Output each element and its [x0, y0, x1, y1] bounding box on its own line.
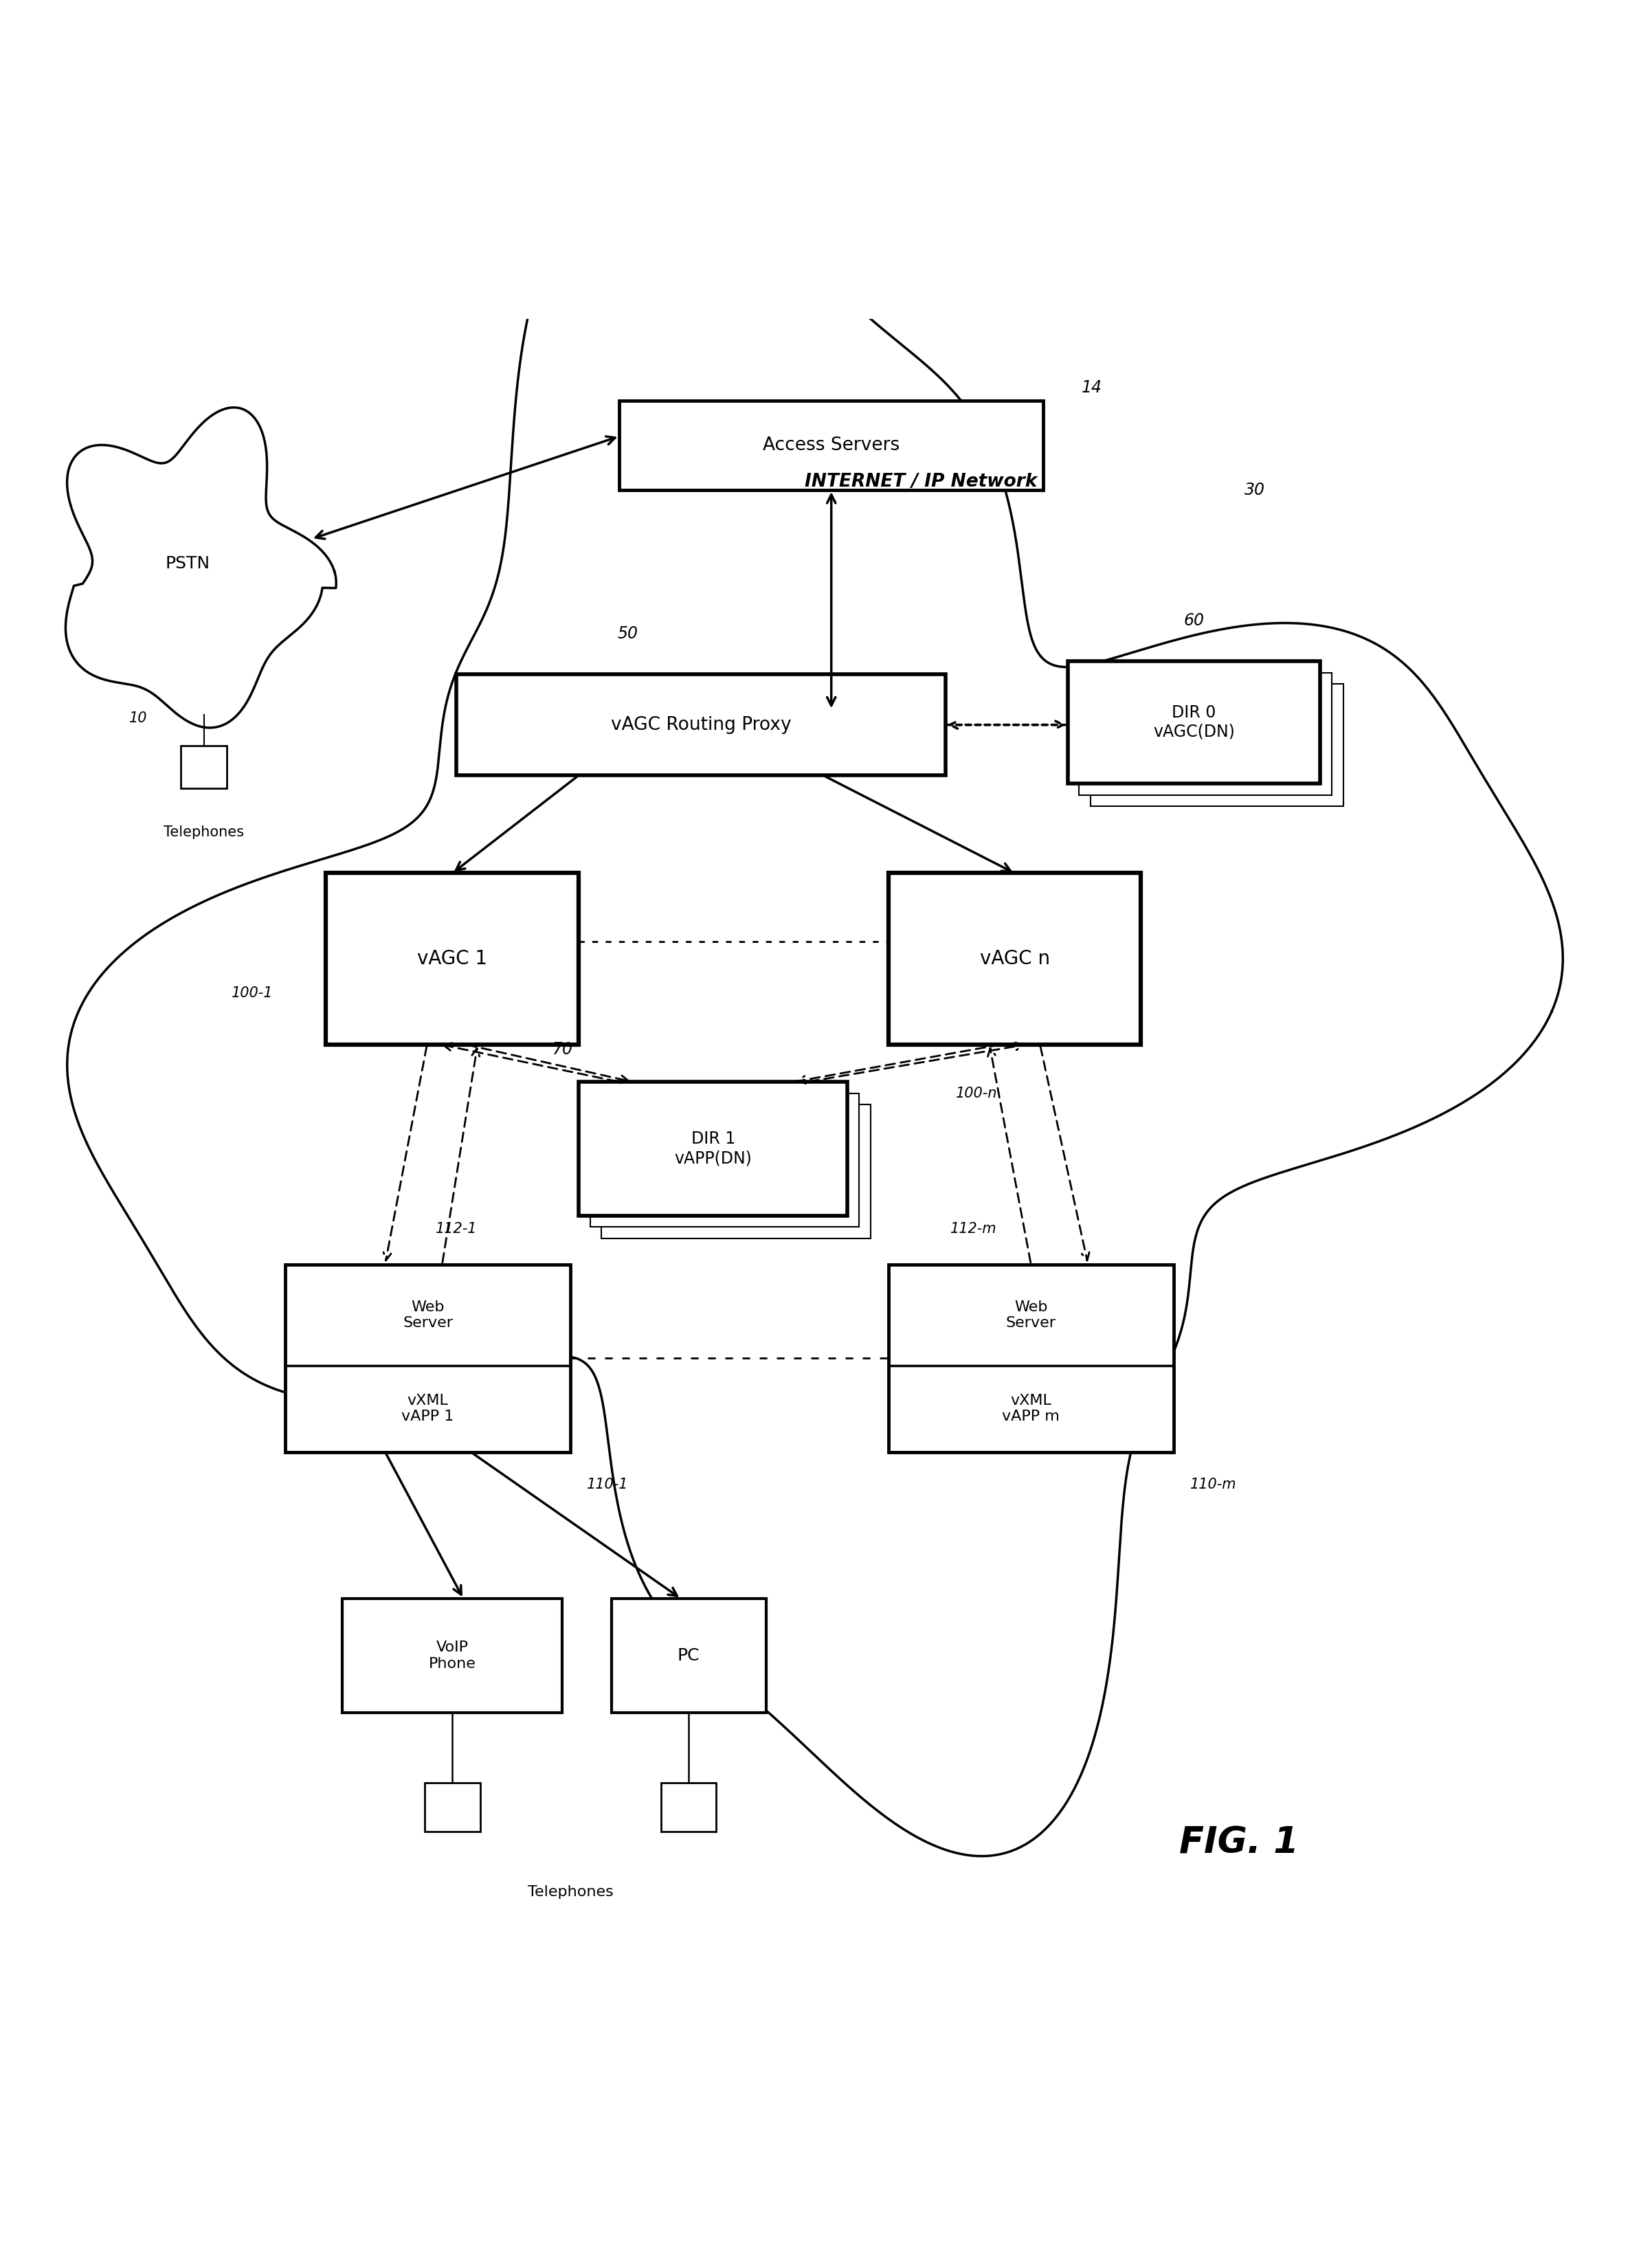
Bar: [456, 674, 945, 776]
Text: vXML
vAPP m: vXML vAPP m: [1002, 1395, 1060, 1424]
Text: 100-1: 100-1: [231, 987, 274, 1000]
Bar: [660, 1783, 716, 1833]
Text: DIR 1
vAPP(DN): DIR 1 vAPP(DN): [675, 1132, 751, 1166]
Text: Access Servers: Access Servers: [763, 435, 900, 454]
Text: FIG. 1: FIG. 1: [1178, 1826, 1299, 1862]
Bar: [285, 1266, 570, 1452]
Bar: [619, 401, 1043, 490]
Text: INTERNET / IP Network: INTERNET / IP Network: [805, 474, 1037, 490]
Bar: [1079, 674, 1332, 794]
Text: Telephones: Telephones: [163, 826, 245, 839]
Text: vAGC 1: vAGC 1: [417, 948, 487, 968]
Text: 14: 14: [1082, 379, 1102, 395]
Text: 30: 30: [1245, 481, 1265, 499]
Bar: [326, 873, 579, 1043]
Text: 110-m: 110-m: [1190, 1479, 1237, 1492]
Text: Web
Server: Web Server: [403, 1300, 453, 1329]
Bar: [579, 1082, 848, 1216]
Text: DIR 0
vAGC(DN): DIR 0 vAGC(DN): [1152, 705, 1236, 739]
Bar: [888, 873, 1141, 1043]
Text: 70: 70: [553, 1041, 572, 1057]
Text: 60: 60: [1183, 612, 1205, 628]
Bar: [590, 1093, 859, 1227]
Text: vXML
vAPP 1: vXML vAPP 1: [401, 1395, 455, 1424]
Text: Telephones: Telephones: [528, 1885, 613, 1898]
Bar: [888, 1266, 1174, 1452]
Text: Web
Server: Web Server: [1006, 1300, 1056, 1329]
Text: VoIP
Phone: VoIP Phone: [429, 1640, 476, 1672]
Polygon shape: [65, 408, 336, 728]
Bar: [342, 1599, 562, 1712]
Text: 50: 50: [618, 626, 637, 642]
Text: vAGC n: vAGC n: [980, 948, 1050, 968]
Bar: [1090, 685, 1343, 807]
Text: 100-n: 100-n: [955, 1086, 998, 1100]
Text: 110-1: 110-1: [587, 1479, 629, 1492]
Bar: [424, 1783, 479, 1833]
Text: PSTN: PSTN: [165, 556, 210, 572]
Bar: [1068, 662, 1320, 782]
Bar: [181, 746, 227, 789]
Text: 112-1: 112-1: [435, 1222, 478, 1236]
Text: PC: PC: [678, 1647, 699, 1665]
Text: vAGC Routing Proxy: vAGC Routing Proxy: [611, 717, 791, 735]
Bar: [611, 1599, 766, 1712]
Polygon shape: [67, 168, 1563, 1855]
Text: 10: 10: [129, 712, 148, 726]
Bar: [601, 1105, 870, 1238]
Text: 112-m: 112-m: [950, 1222, 998, 1236]
